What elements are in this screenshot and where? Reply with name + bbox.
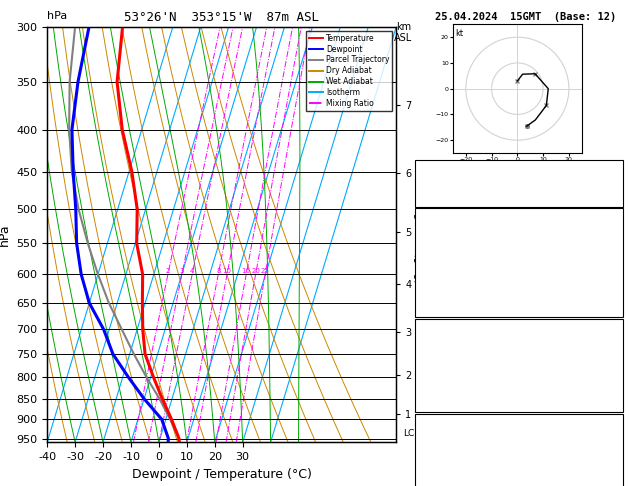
Text: 3.3: 3.3 <box>602 243 620 252</box>
Text: 0: 0 <box>614 305 620 314</box>
Text: CAPE (J): CAPE (J) <box>418 289 465 299</box>
Text: 8: 8 <box>216 268 221 275</box>
Text: kt: kt <box>455 30 464 38</box>
Text: PW (cm): PW (cm) <box>418 194 459 204</box>
Text: 3: 3 <box>180 268 184 275</box>
Text: 294: 294 <box>602 258 620 268</box>
Text: Hodograph: Hodograph <box>493 417 545 426</box>
Text: 25.04.2024  15GMT  (Base: 12): 25.04.2024 15GMT (Base: 12) <box>435 12 616 22</box>
Text: Pressure (mb): Pressure (mb) <box>418 337 494 347</box>
Text: Lifted Index: Lifted Index <box>418 368 489 378</box>
Text: StmSpd (kt): StmSpd (kt) <box>418 479 483 486</box>
Text: 16: 16 <box>242 268 251 275</box>
Text: Temp (°C): Temp (°C) <box>418 227 471 237</box>
Text: CIN (J): CIN (J) <box>418 399 459 409</box>
Text: 6: 6 <box>614 368 620 378</box>
Text: CAPE (J): CAPE (J) <box>418 384 465 394</box>
Text: Dewp (°C): Dewp (°C) <box>418 243 471 252</box>
Y-axis label: hPa: hPa <box>0 223 11 246</box>
Text: θe (K): θe (K) <box>418 353 454 363</box>
Text: 12: 12 <box>608 289 620 299</box>
Text: 15: 15 <box>608 479 620 486</box>
Text: 53°26'N  353°15'W  87m ASL: 53°26'N 353°15'W 87m ASL <box>124 11 320 24</box>
Text: Surface: Surface <box>498 211 540 221</box>
Text: CIN (J): CIN (J) <box>418 305 459 314</box>
Text: 0: 0 <box>614 384 620 394</box>
Text: Most Unstable: Most Unstable <box>481 322 557 331</box>
Text: hPa: hPa <box>47 11 67 21</box>
Text: -12: -12 <box>602 432 620 442</box>
Text: Totals Totals: Totals Totals <box>418 179 494 189</box>
Text: 25: 25 <box>261 268 270 275</box>
Text: 11: 11 <box>608 163 620 173</box>
Text: StmDir: StmDir <box>418 463 454 473</box>
Text: km
ASL: km ASL <box>394 22 413 43</box>
Text: 700: 700 <box>602 337 620 347</box>
Text: 7.3: 7.3 <box>602 227 620 237</box>
Text: 298: 298 <box>602 353 620 363</box>
Text: 2: 2 <box>165 268 170 275</box>
Text: 4: 4 <box>190 268 194 275</box>
Text: 0: 0 <box>614 399 620 409</box>
Text: 1.23: 1.23 <box>596 194 620 204</box>
Text: LCL: LCL <box>403 430 420 438</box>
Text: EH: EH <box>418 432 430 442</box>
Text: 41: 41 <box>608 179 620 189</box>
Text: K: K <box>418 163 424 173</box>
Text: 17: 17 <box>608 448 620 457</box>
Text: © weatheronline.co.uk: © weatheronline.co.uk <box>469 471 582 480</box>
Y-axis label: Mixing Ratio (g/kg): Mixing Ratio (g/kg) <box>413 185 423 284</box>
Text: SREH: SREH <box>418 448 442 457</box>
Legend: Temperature, Dewpoint, Parcel Trajectory, Dry Adiabat, Wet Adiabat, Isotherm, Mi: Temperature, Dewpoint, Parcel Trajectory… <box>306 31 392 111</box>
X-axis label: Dewpoint / Temperature (°C): Dewpoint / Temperature (°C) <box>132 468 311 481</box>
Text: 346°: 346° <box>596 463 620 473</box>
Text: Lifted Index: Lifted Index <box>418 274 489 283</box>
Text: 10: 10 <box>223 268 231 275</box>
Text: 9: 9 <box>614 274 620 283</box>
Text: θe(K): θe(K) <box>418 258 448 268</box>
Text: 20: 20 <box>251 268 260 275</box>
